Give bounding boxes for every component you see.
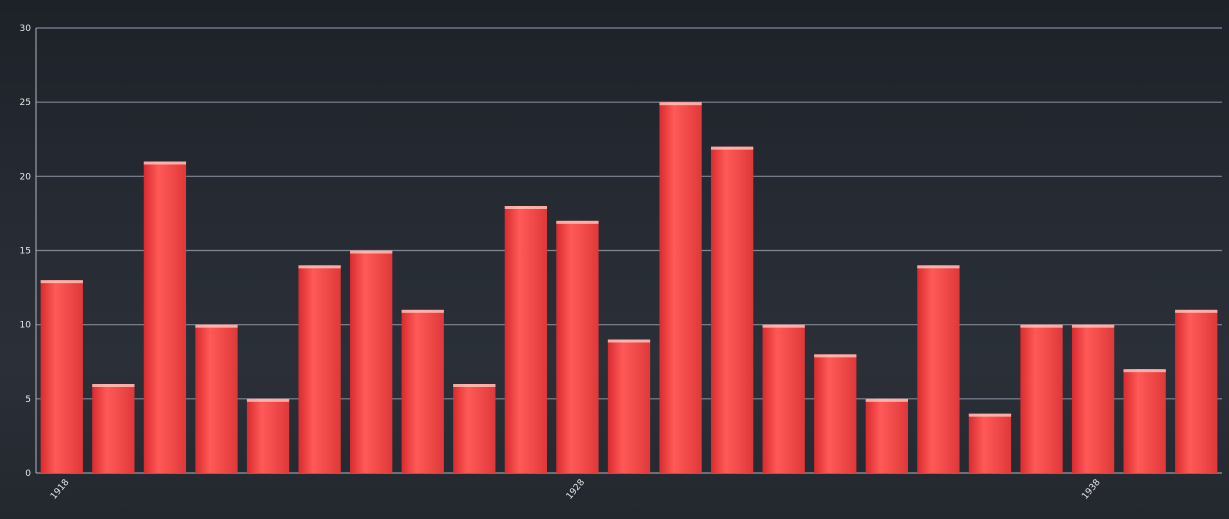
bar [556, 220, 599, 473]
bar-top-highlight [814, 354, 857, 358]
y-tick-label: 20 [20, 172, 32, 182]
x-axis-ticks: 1918 1928 1938 [49, 478, 1103, 502]
bar [917, 265, 960, 473]
y-tick-label: 25 [20, 98, 31, 108]
bar-top-highlight [917, 265, 960, 269]
bar-top-highlight [92, 384, 135, 387]
bar-top-highlight [659, 102, 702, 106]
y-tick-label: 0 [25, 469, 31, 479]
y-tick-label: 10 [20, 321, 32, 331]
bar-top-highlight [762, 324, 805, 328]
bar-top-highlight [504, 206, 548, 209]
bar-top-highlight [1020, 324, 1063, 328]
bar [1071, 324, 1115, 473]
bar [143, 161, 187, 473]
bar-top-highlight [246, 398, 290, 402]
bar [1175, 309, 1218, 473]
bar-top-highlight [298, 265, 341, 269]
bar [1020, 324, 1063, 473]
bar [710, 146, 754, 473]
bar-top-highlight [453, 384, 496, 387]
bar-top-highlight [1175, 309, 1218, 313]
bar [453, 384, 496, 473]
y-tick-label: 30 [20, 24, 32, 34]
bar [814, 354, 857, 473]
bar [659, 102, 702, 474]
x-tick-label: 1918 [49, 478, 72, 502]
bar-top-highlight [1123, 369, 1166, 373]
bar [40, 280, 83, 473]
x-tick-label: 1928 [565, 478, 588, 502]
bar-top-highlight [143, 161, 187, 165]
bar [195, 324, 238, 473]
bar-top-highlight [556, 220, 599, 224]
bar [607, 339, 651, 473]
bar [865, 398, 908, 473]
bar [401, 309, 444, 473]
y-axis-ticks: 0 5 10 15 20 25 30 [20, 24, 32, 479]
bar [350, 250, 393, 473]
bar [246, 398, 290, 473]
y-tick-label: 15 [20, 247, 31, 257]
bar-top-highlight [710, 146, 754, 150]
bar-top-highlight [968, 413, 1012, 417]
bar [1123, 369, 1166, 473]
bar-top-highlight [865, 398, 908, 402]
bar [504, 206, 548, 473]
x-tick-label: 1938 [1080, 478, 1103, 502]
bar [968, 413, 1012, 473]
bar [298, 265, 341, 473]
bar [92, 384, 135, 473]
bars [40, 102, 1218, 474]
bar [762, 324, 805, 473]
bar-top-highlight [350, 250, 393, 254]
y-tick-label: 5 [25, 395, 31, 405]
bar-top-highlight [195, 324, 238, 328]
bar-top-highlight [1071, 324, 1115, 328]
bar-top-highlight [401, 309, 444, 313]
bar-top-highlight [607, 339, 651, 343]
bar-top-highlight [40, 280, 83, 284]
